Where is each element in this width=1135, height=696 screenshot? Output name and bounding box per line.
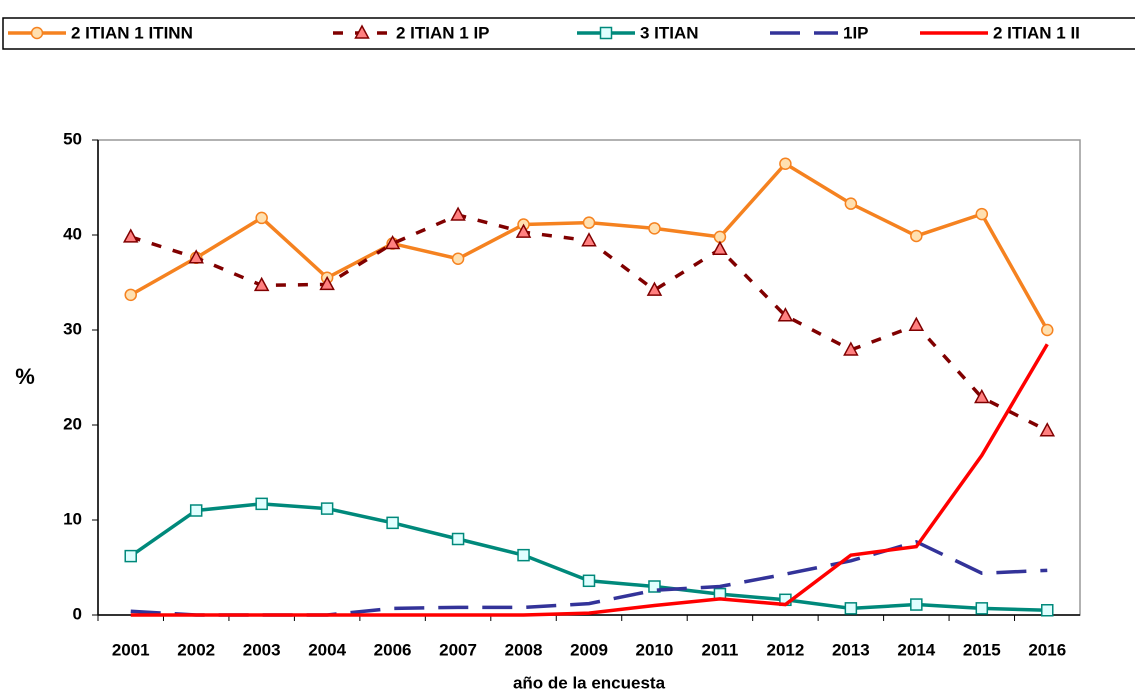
marker: [450, 206, 466, 221]
x-tick-label: 2010: [636, 640, 674, 659]
marker: [319, 275, 335, 291]
x-tick-label: 2016: [1028, 640, 1066, 659]
x-tick-label: 2001: [112, 640, 150, 659]
y-tick-label: 10: [63, 509, 82, 528]
marker: [1039, 422, 1056, 437]
marker: [777, 307, 794, 322]
marker: [188, 249, 204, 264]
marker: [354, 24, 370, 39]
marker: [908, 316, 925, 331]
legend-label: 2 ITIAN 1 IP: [396, 23, 490, 42]
marker: [599, 26, 613, 40]
legend-label: 3 ITIAN: [640, 23, 699, 42]
marker: [843, 341, 859, 356]
x-tick-label: 2003: [243, 640, 281, 659]
x-tick-label: 2012: [766, 640, 804, 659]
y-axis-label: %: [15, 364, 35, 389]
x-tick-label: 2007: [439, 640, 477, 659]
y-tick-label: 0: [73, 604, 82, 623]
x-tick-label: 2006: [374, 640, 412, 659]
series-line: [130, 343, 1049, 617]
x-tick-label: 2015: [963, 640, 1001, 659]
marker: [712, 240, 728, 255]
marker: [975, 602, 989, 615]
x-tick-label: 2009: [570, 640, 608, 659]
marker: [255, 211, 268, 225]
y-tick-label: 20: [63, 414, 82, 433]
marker: [1041, 323, 1054, 337]
marker: [386, 516, 399, 530]
marker: [253, 276, 270, 292]
marker: [582, 216, 596, 229]
x-tick-label: 2013: [832, 640, 870, 659]
marker: [517, 548, 530, 562]
y-tick-label: 40: [63, 224, 82, 243]
x-tick-label: 2011: [701, 640, 738, 659]
marker: [648, 580, 661, 593]
marker: [910, 598, 923, 611]
marker: [1041, 604, 1054, 617]
marker: [974, 388, 990, 404]
marker: [582, 574, 596, 588]
marker: [646, 281, 663, 296]
x-axis-label: año de la encuesta: [513, 673, 666, 692]
marker: [581, 232, 597, 247]
legend-label: 2 ITIAN 1 II: [993, 23, 1080, 42]
marker: [975, 207, 989, 221]
plot-area: [97, 139, 1081, 616]
marker: [648, 222, 661, 235]
x-tick-label: 2004: [308, 640, 346, 659]
marker: [451, 252, 465, 265]
marker: [779, 157, 792, 170]
marker: [451, 532, 465, 546]
x-tick-label: 2002: [177, 640, 215, 659]
marker: [320, 502, 334, 515]
marker: [515, 223, 532, 238]
marker: [844, 602, 858, 615]
x-tick-label: 2014: [897, 640, 935, 659]
marker: [124, 288, 137, 302]
marker: [124, 549, 137, 563]
marker: [122, 228, 139, 243]
y-tick-label: 50: [63, 129, 82, 148]
x-tick-label: 2008: [505, 640, 543, 659]
marker: [384, 234, 401, 250]
marker: [910, 229, 923, 243]
marker: [30, 26, 44, 40]
marker: [189, 504, 203, 517]
legend-label: 1IP: [843, 23, 869, 42]
legend-label: 2 ITIAN 1 ITINN: [71, 23, 193, 42]
marker: [255, 497, 268, 511]
marker: [844, 197, 858, 210]
y-tick-label: 30: [63, 319, 82, 338]
